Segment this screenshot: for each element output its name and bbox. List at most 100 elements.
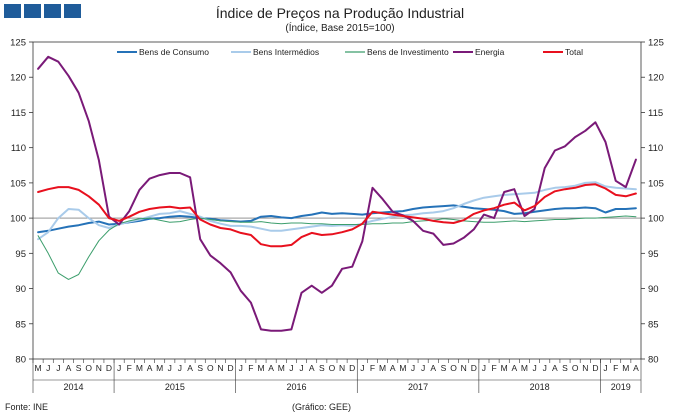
y-tick-label-left: 105 — [10, 178, 26, 189]
x-tick-label: M — [156, 363, 163, 373]
year-label: 2015 — [165, 382, 185, 392]
x-tick-label: N — [96, 363, 102, 373]
y-tick-label-right: 90 — [648, 284, 659, 295]
x-tick-label: F — [370, 363, 375, 373]
series-line-total — [37, 183, 637, 248]
x-tick-label: M — [257, 363, 264, 373]
x-tick-label: N — [217, 363, 223, 373]
x-tick-label: O — [329, 363, 336, 373]
y-tick-label-right: 100 — [648, 214, 664, 225]
x-tick-label: M — [278, 363, 285, 373]
x-tick-label: O — [572, 363, 579, 373]
x-tick-label: M — [521, 363, 528, 373]
x-tick-label: J — [421, 363, 425, 373]
legend-label: Bens Intermédios — [253, 47, 319, 57]
y-tick-label-left: 85 — [15, 319, 26, 330]
y-tick-label-right: 105 — [648, 178, 664, 189]
x-tick-label: M — [379, 363, 386, 373]
y-tick-label-left: 125 — [10, 38, 26, 49]
x-tick-label: A — [268, 363, 274, 373]
series-line-bens-interm-dios — [37, 181, 637, 241]
year-label: 2014 — [64, 382, 84, 392]
legend-label: Bens de Consumo — [139, 47, 209, 57]
y-tick-label-right: 125 — [648, 38, 664, 49]
legend-label: Energia — [475, 47, 505, 57]
x-tick-label: A — [511, 363, 517, 373]
x-tick-label: A — [147, 363, 153, 373]
y-tick-label-right: 115 — [648, 108, 663, 119]
x-tick-label: O — [85, 363, 92, 373]
x-tick-label: D — [592, 363, 598, 373]
y-tick-label-left: 80 — [15, 355, 26, 366]
x-tick-label: A — [187, 363, 193, 373]
x-tick-label: M — [501, 363, 508, 373]
x-tick-label: J — [299, 363, 303, 373]
x-tick-label: S — [319, 363, 325, 373]
x-tick-label: O — [207, 363, 214, 373]
x-tick-label: J — [411, 363, 415, 373]
x-tick-label: A — [66, 363, 72, 373]
y-tick-label-right: 120 — [648, 73, 664, 84]
series-line-bens-de-consumo — [37, 204, 637, 234]
x-tick-label: M — [35, 363, 42, 373]
x-tick-label: J — [239, 363, 243, 373]
y-tick-label-right: 85 — [648, 319, 659, 330]
legend-label: Bens de Investimento — [367, 47, 449, 57]
x-tick-label: A — [552, 363, 558, 373]
x-tick-label: J — [360, 363, 364, 373]
x-tick-label: N — [339, 363, 345, 373]
y-tick-label-left: 115 — [11, 108, 26, 119]
y-tick-label-left: 110 — [11, 143, 26, 154]
x-tick-label: F — [491, 363, 496, 373]
gee-logo — [4, 4, 81, 18]
x-tick-label: D — [349, 363, 355, 373]
x-tick-label: J — [603, 363, 607, 373]
x-tick-label: J — [482, 363, 486, 373]
source-note: Fonte: INE — [5, 402, 49, 412]
year-label: 2019 — [611, 382, 631, 392]
y-tick-label-left: 90 — [15, 284, 26, 295]
x-tick-label: D — [471, 363, 477, 373]
y-tick-label-left: 95 — [15, 249, 26, 260]
year-label: 2017 — [408, 382, 428, 392]
year-label: 2018 — [530, 382, 550, 392]
x-tick-label: A — [633, 363, 639, 373]
x-tick-label: J — [289, 363, 293, 373]
chart-title: Índice de Preços na Produção Industrial — [215, 5, 465, 21]
y-tick-label-left: 120 — [10, 73, 26, 84]
x-tick-label: J — [178, 363, 182, 373]
y-tick-label-right: 95 — [648, 249, 659, 260]
legend-label: Total — [565, 47, 583, 57]
x-tick-label: O — [450, 363, 457, 373]
x-tick-label: J — [117, 363, 121, 373]
x-tick-label: S — [441, 363, 447, 373]
x-tick-label: S — [562, 363, 568, 373]
x-tick-label: D — [106, 363, 112, 373]
x-tick-label: J — [543, 363, 547, 373]
x-tick-label: S — [197, 363, 203, 373]
credit-note: (Gráfico: GEE) — [292, 402, 352, 412]
x-tick-label: M — [622, 363, 629, 373]
x-tick-label: A — [430, 363, 436, 373]
y-tick-label-left: 100 — [10, 214, 26, 225]
x-tick-label: F — [127, 363, 132, 373]
x-tick-label: A — [390, 363, 396, 373]
series-line-bens-de-investimento — [37, 215, 637, 280]
x-tick-label: J — [46, 363, 50, 373]
x-tick-label: F — [248, 363, 253, 373]
chart-subtitle: (Índice, Base 2015=100) — [285, 23, 395, 34]
y-tick-label-right: 110 — [648, 143, 663, 154]
x-tick-label: N — [582, 363, 588, 373]
series-line-energia — [37, 55, 637, 332]
x-tick-label: N — [461, 363, 467, 373]
year-label: 2016 — [286, 382, 306, 392]
plot-frame — [32, 41, 642, 360]
x-tick-label: S — [76, 363, 82, 373]
x-tick-label: A — [309, 363, 315, 373]
x-tick-label: D — [228, 363, 234, 373]
x-tick-label: M — [399, 363, 406, 373]
y-tick-label-right: 80 — [648, 355, 659, 366]
x-tick-label: F — [613, 363, 618, 373]
x-tick-label: J — [168, 363, 172, 373]
